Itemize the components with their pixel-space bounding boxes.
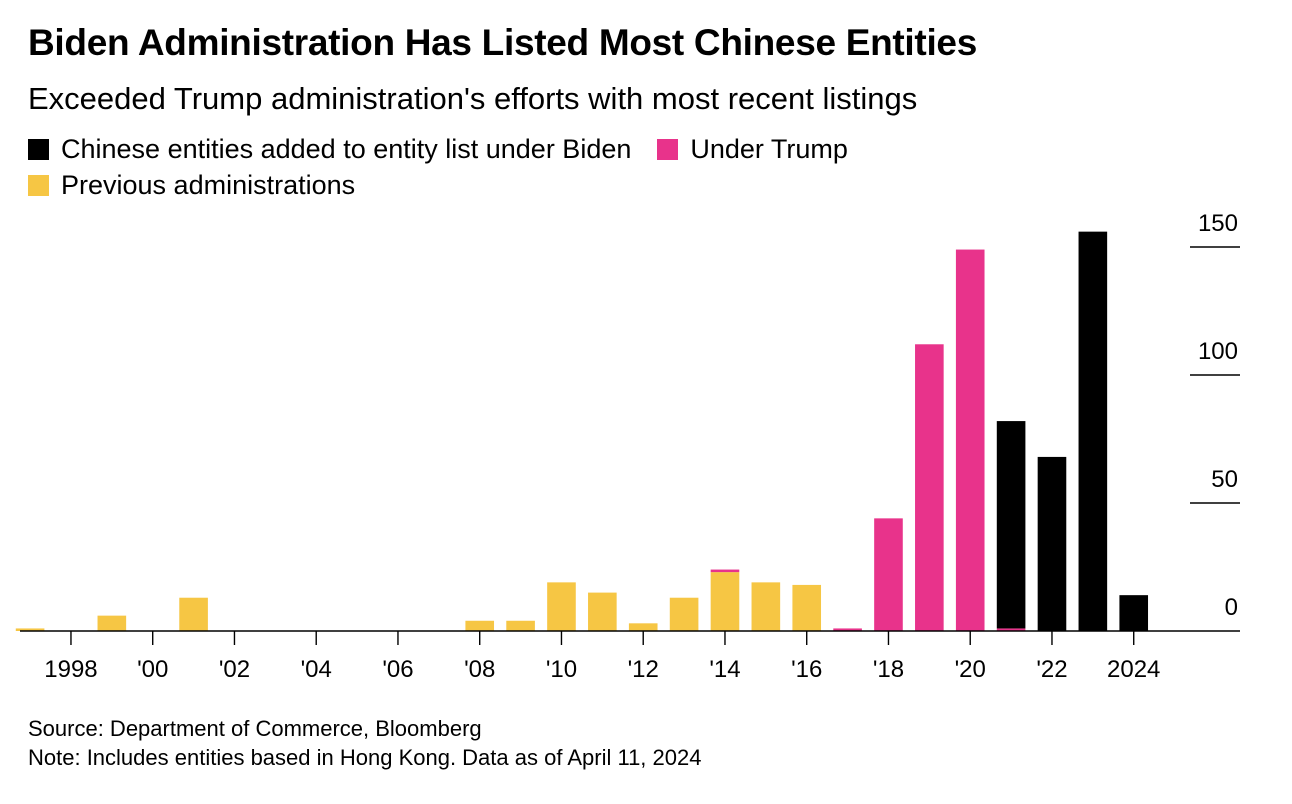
data-note: Note: Includes entities based in Hong Ko… bbox=[28, 745, 702, 770]
y-tick-label-150: 150 bbox=[1198, 210, 1238, 237]
x-tick-label-1998: 1998 bbox=[44, 656, 97, 683]
x-tick-label-2008: '08 bbox=[464, 656, 495, 683]
bar-2021-series-2 bbox=[996, 421, 1026, 629]
legend-item-previous: Previous administrations bbox=[28, 170, 355, 201]
bar-2015-series-0 bbox=[751, 582, 781, 631]
x-tick-label-2016: '16 bbox=[791, 656, 822, 683]
legend-swatch-previous bbox=[28, 175, 49, 196]
bar-2014-series-1 bbox=[710, 569, 740, 573]
x-tick-label-2018: '18 bbox=[873, 656, 904, 683]
x-tick-label-2002: '02 bbox=[219, 656, 250, 683]
legend-swatch-trump bbox=[657, 139, 679, 160]
bar-2009-series-0 bbox=[506, 620, 535, 631]
bar-2010-series-0 bbox=[547, 582, 576, 631]
legend-label-previous: Previous administrations bbox=[61, 170, 356, 200]
legend-label-trump: Under Trump bbox=[690, 134, 848, 164]
x-tick-label-2012: '12 bbox=[628, 656, 659, 683]
x-tick-label-2020: '20 bbox=[955, 656, 986, 683]
legend: Chinese entities added to entity list un… bbox=[28, 134, 874, 165]
bar-2021-series-1 bbox=[996, 628, 1026, 631]
y-tick-label-0: 0 bbox=[1225, 594, 1238, 621]
legend-second-row: Previous administrations bbox=[28, 170, 381, 201]
x-tick-label-2022: '22 bbox=[1036, 656, 1067, 683]
source-note: Source: Department of Commerce, Bloomber… bbox=[28, 716, 482, 741]
bar-2020-series-1 bbox=[955, 249, 985, 631]
legend-swatch-biden bbox=[28, 139, 49, 160]
y-tick-label-100: 100 bbox=[1198, 338, 1238, 365]
x-tick-label-2004: '04 bbox=[301, 656, 332, 683]
x-tick-label-2000: '00 bbox=[137, 656, 168, 683]
chart-subtitle: Exceeded Trump administration's efforts … bbox=[28, 81, 918, 116]
legend-item-trump: Under Trump bbox=[657, 134, 848, 165]
legend-label-biden: Chinese entities added to entity list un… bbox=[61, 134, 632, 164]
bar-2022-series-2 bbox=[1037, 456, 1067, 631]
bar-2024-series-2 bbox=[1119, 595, 1149, 631]
x-tick-label-2006: '06 bbox=[382, 656, 413, 683]
x-tick-label-2024: 2024 bbox=[1107, 656, 1160, 683]
bar-2001-series-0 bbox=[179, 597, 208, 631]
bar-1999-series-0 bbox=[97, 615, 127, 631]
bar-2013-series-0 bbox=[669, 597, 699, 631]
legend-item-biden: Chinese entities added to entity list un… bbox=[28, 134, 631, 165]
bar-2018-series-1 bbox=[874, 518, 903, 631]
x-tick-label-2010: '10 bbox=[546, 656, 577, 683]
x-tick-label-2014: '14 bbox=[709, 656, 740, 683]
bar-2016-series-0 bbox=[792, 584, 822, 631]
bar-2017-series-1 bbox=[833, 628, 862, 631]
bar-2012-series-0 bbox=[628, 623, 658, 631]
chart-title: Biden Administration Has Listed Most Chi… bbox=[28, 22, 977, 63]
bar-2011-series-0 bbox=[588, 592, 617, 631]
bar-2008-series-0 bbox=[465, 620, 495, 631]
bar-2014-series-0 bbox=[710, 572, 740, 631]
bar-2019-series-1 bbox=[915, 344, 944, 631]
y-tick-label-50: 50 bbox=[1211, 466, 1238, 493]
bar-2023-series-2 bbox=[1078, 231, 1108, 631]
bar-1997-series-0 bbox=[15, 628, 45, 631]
